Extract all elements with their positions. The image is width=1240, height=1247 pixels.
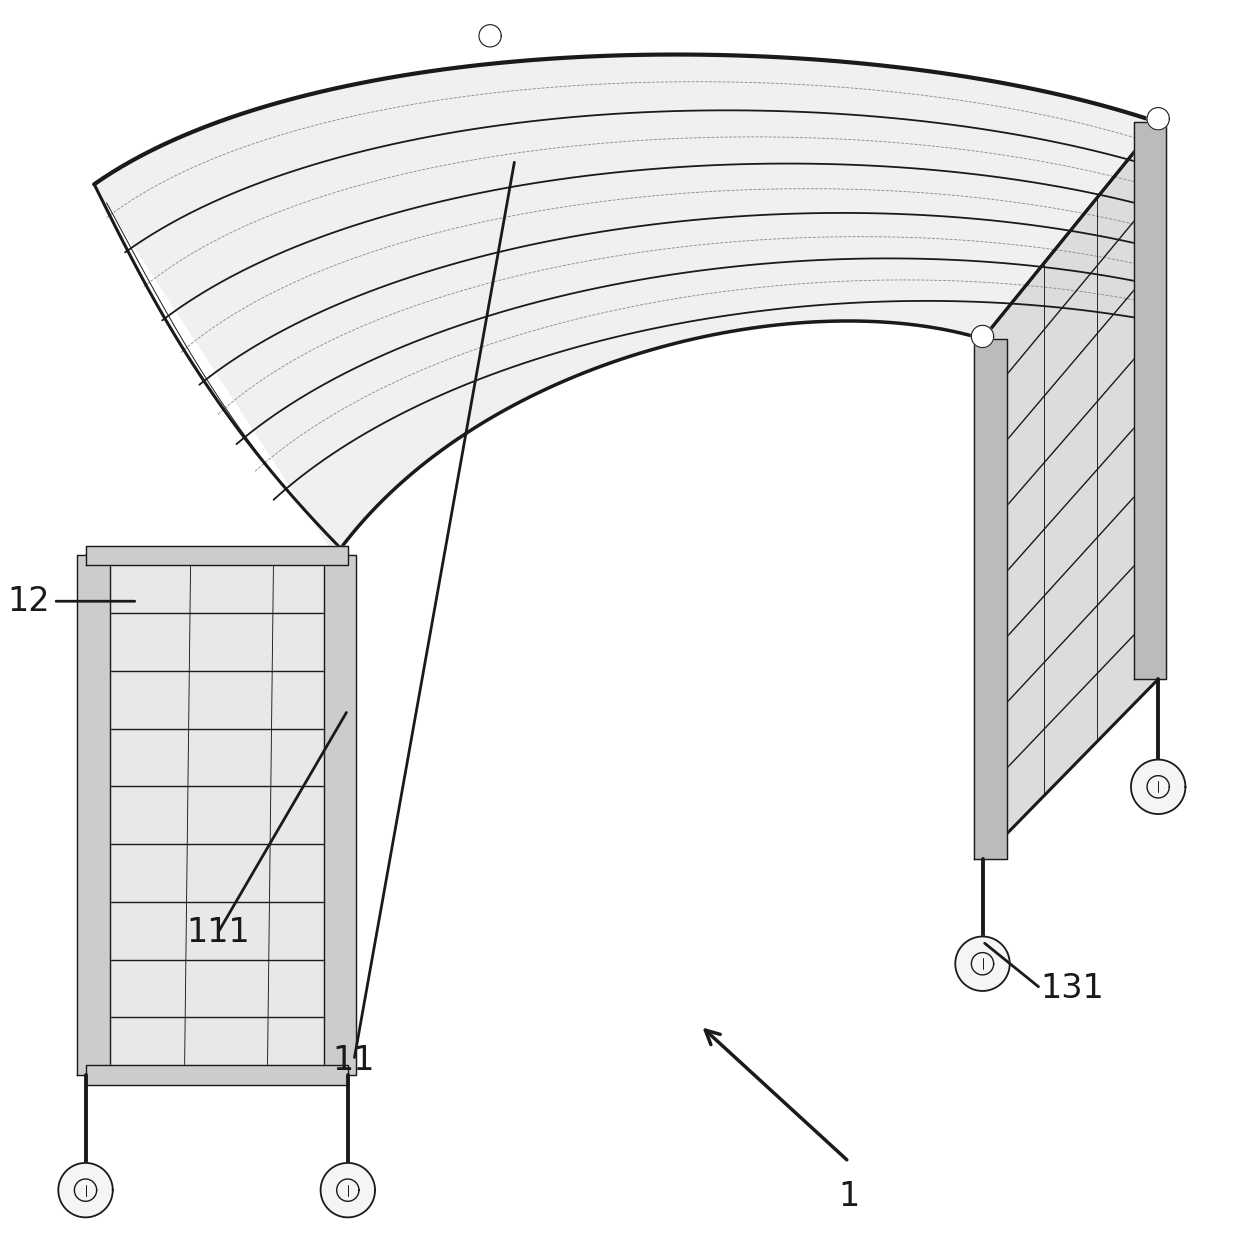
Text: 12: 12 <box>7 585 50 617</box>
Polygon shape <box>94 55 1158 555</box>
Polygon shape <box>971 325 993 348</box>
Polygon shape <box>1135 122 1167 680</box>
Polygon shape <box>77 555 109 1075</box>
Text: 1: 1 <box>838 1180 859 1213</box>
Polygon shape <box>86 545 347 565</box>
Polygon shape <box>1147 107 1169 130</box>
Polygon shape <box>324 555 356 1075</box>
Text: 111: 111 <box>186 917 249 949</box>
Text: 11: 11 <box>332 1044 376 1076</box>
Polygon shape <box>1131 759 1185 814</box>
Polygon shape <box>86 555 347 1075</box>
Text: 131: 131 <box>1040 971 1105 1005</box>
Polygon shape <box>479 25 501 47</box>
Polygon shape <box>86 1065 347 1085</box>
Polygon shape <box>975 339 1007 859</box>
Polygon shape <box>58 1163 113 1217</box>
Polygon shape <box>321 1163 374 1217</box>
Polygon shape <box>955 936 1009 991</box>
Polygon shape <box>982 122 1158 859</box>
